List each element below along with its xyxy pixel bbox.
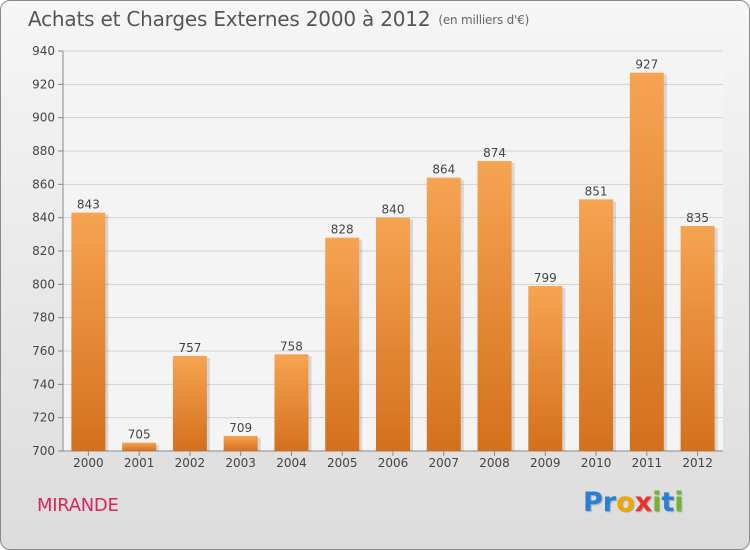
x-tick-label: 2011 <box>632 456 663 470</box>
y-tick-label: 840 <box>32 211 55 225</box>
x-tick-label: 2008 <box>479 456 510 470</box>
bar <box>172 356 207 451</box>
y-tick-label: 920 <box>32 77 55 91</box>
bar <box>274 354 309 451</box>
bar <box>71 212 106 451</box>
data-label: 851 <box>585 184 608 198</box>
y-tick-label: 940 <box>32 44 55 58</box>
x-tick-label: 2003 <box>225 456 256 470</box>
x-tick-label: 2005 <box>327 456 358 470</box>
logo-letter: o <box>616 487 635 518</box>
data-label: 757 <box>178 341 201 355</box>
data-label: 709 <box>229 421 252 435</box>
bar <box>477 161 512 451</box>
y-tick-label: 860 <box>32 177 55 191</box>
data-label: 874 <box>483 146 506 160</box>
y-tick-label: 760 <box>32 344 55 358</box>
data-label: 843 <box>77 198 100 212</box>
proxiti-logo: Proxiti <box>583 487 684 518</box>
y-tick-label: 740 <box>32 377 55 391</box>
bar <box>122 442 157 451</box>
chart-subtitle: (en milliers d'€) <box>438 13 530 27</box>
bar <box>629 72 664 452</box>
bar <box>426 177 461 451</box>
x-tick-label: 2006 <box>378 456 409 470</box>
y-tick-label: 820 <box>32 244 55 258</box>
data-label: 758 <box>280 339 303 353</box>
data-label: 864 <box>432 163 455 177</box>
x-tick-label: 2007 <box>428 456 459 470</box>
logo-letter: i <box>652 487 662 518</box>
logo-letter: P <box>583 487 603 518</box>
logo-letter: x <box>634 487 653 518</box>
logo-letter: r <box>602 487 617 518</box>
logo-letter: i <box>674 487 684 518</box>
x-tick-label: 2010 <box>581 456 612 470</box>
bar <box>325 237 360 451</box>
x-tick-label: 2012 <box>682 456 713 470</box>
x-tick-label: 2001 <box>124 456 155 470</box>
chart-title-text: Achats et Charges Externes 2000 à 2012 <box>28 7 431 31</box>
data-label: 799 <box>534 271 557 285</box>
bar <box>528 286 563 451</box>
x-tick-label: 2009 <box>530 456 561 470</box>
y-tick-label: 900 <box>32 111 55 125</box>
x-tick-label: 2002 <box>175 456 206 470</box>
x-tick-label: 2004 <box>276 456 307 470</box>
commune-name: MIRANDE <box>37 495 119 516</box>
y-tick-label: 720 <box>32 411 55 425</box>
data-label: 705 <box>128 428 151 442</box>
y-tick-label: 880 <box>32 144 55 158</box>
y-tick-label: 800 <box>32 277 55 291</box>
y-tick-label: 700 <box>32 444 55 458</box>
bar <box>223 436 258 451</box>
logo-letter: t <box>661 487 675 518</box>
bar <box>376 217 410 451</box>
bar <box>680 226 715 451</box>
x-tick-label: 2000 <box>73 456 104 470</box>
bar <box>579 199 614 451</box>
data-label: 835 <box>686 211 709 225</box>
data-label: 840 <box>382 203 405 217</box>
y-tick-label: 780 <box>32 311 55 325</box>
chart-title: Achats et Charges Externes 2000 à 2012 (e… <box>28 7 529 31</box>
data-label: 828 <box>331 223 354 237</box>
data-label: 927 <box>635 58 658 72</box>
